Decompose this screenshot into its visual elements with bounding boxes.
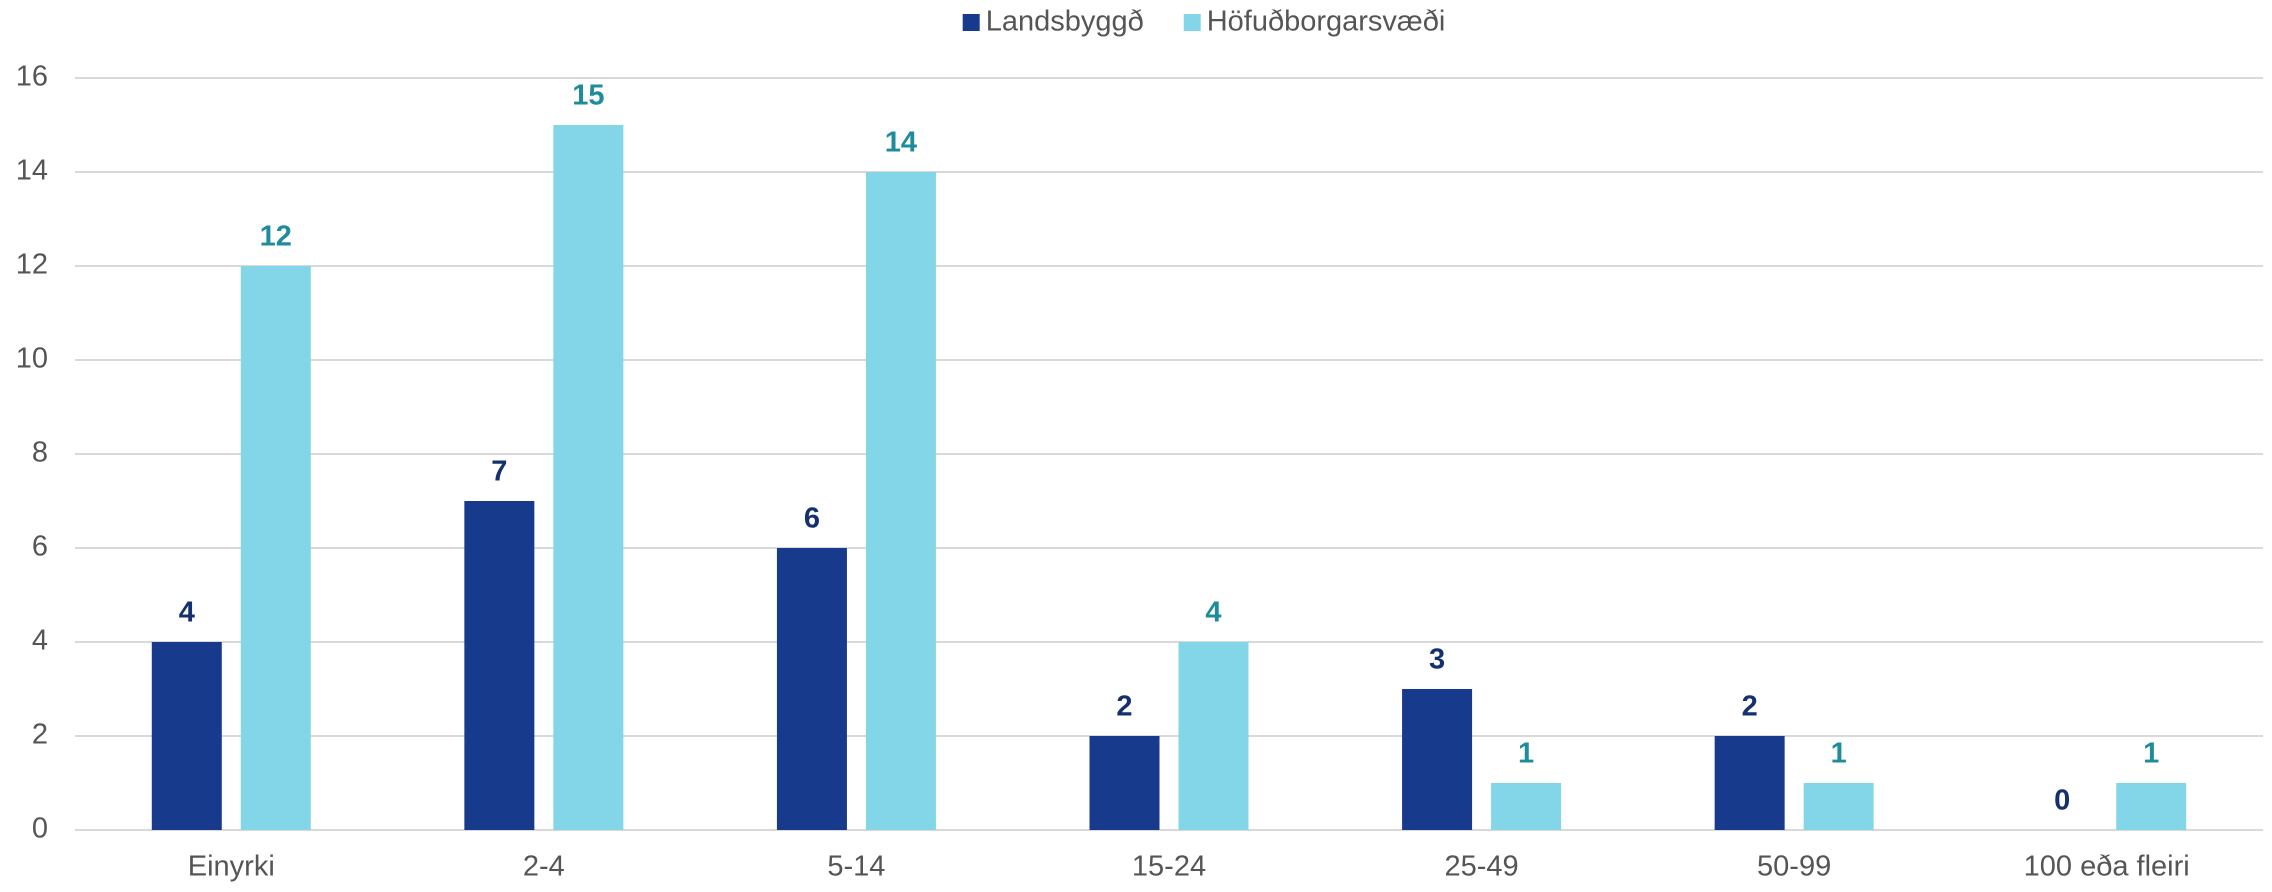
bar [1178, 642, 1249, 830]
bar [2116, 783, 2187, 830]
value-label: 12 [260, 221, 292, 253]
x-tick-label: 50-99 [1757, 851, 1831, 883]
bar [1491, 783, 1562, 830]
value-label: 1 [1518, 738, 1534, 770]
legend-swatch [962, 14, 980, 31]
legend-label: Höfuðborgarsvæði [1207, 6, 1446, 38]
bar [1803, 783, 1874, 830]
value-label: 3 [1429, 644, 1445, 676]
x-tick-label: Einyrki [188, 851, 275, 883]
value-label: 2 [1742, 691, 1758, 723]
y-tick-label: 10 [16, 343, 48, 375]
value-label: 4 [179, 597, 195, 629]
value-label: 2 [1116, 691, 1132, 723]
y-tick-label: 0 [32, 813, 48, 845]
bar [553, 125, 624, 830]
x-tick-label: 100 eða fleiri [2024, 851, 2190, 883]
y-tick-label: 8 [32, 437, 48, 469]
x-tick-label: 5-14 [827, 851, 885, 883]
value-label: 0 [2054, 785, 2070, 817]
bar [240, 266, 311, 830]
legend-label: Landsbyggð [986, 6, 1144, 38]
y-tick-label: 16 [16, 61, 48, 93]
x-tick-label: 25-49 [1444, 851, 1518, 883]
value-label: 15 [572, 80, 604, 112]
x-tick-label: 2-4 [523, 851, 565, 883]
bar [464, 501, 535, 830]
y-tick-label: 6 [32, 531, 48, 563]
x-tick-label: 15-24 [1132, 851, 1206, 883]
value-label: 4 [1205, 597, 1221, 629]
y-tick-label: 4 [32, 625, 48, 657]
y-tick-label: 14 [16, 155, 48, 187]
bar [1402, 689, 1473, 830]
bar [776, 548, 847, 830]
bar [1714, 736, 1785, 830]
value-label: 1 [2143, 738, 2159, 770]
value-label: 7 [491, 456, 507, 488]
value-label: 14 [885, 127, 917, 159]
bar [1089, 736, 1160, 830]
y-tick-label: 2 [32, 719, 48, 751]
value-label: 6 [804, 503, 820, 535]
bar [865, 172, 936, 830]
bar [151, 642, 222, 830]
legend-swatch [1183, 14, 1201, 31]
y-tick-label: 12 [16, 249, 48, 281]
value-label: 1 [1831, 738, 1847, 770]
